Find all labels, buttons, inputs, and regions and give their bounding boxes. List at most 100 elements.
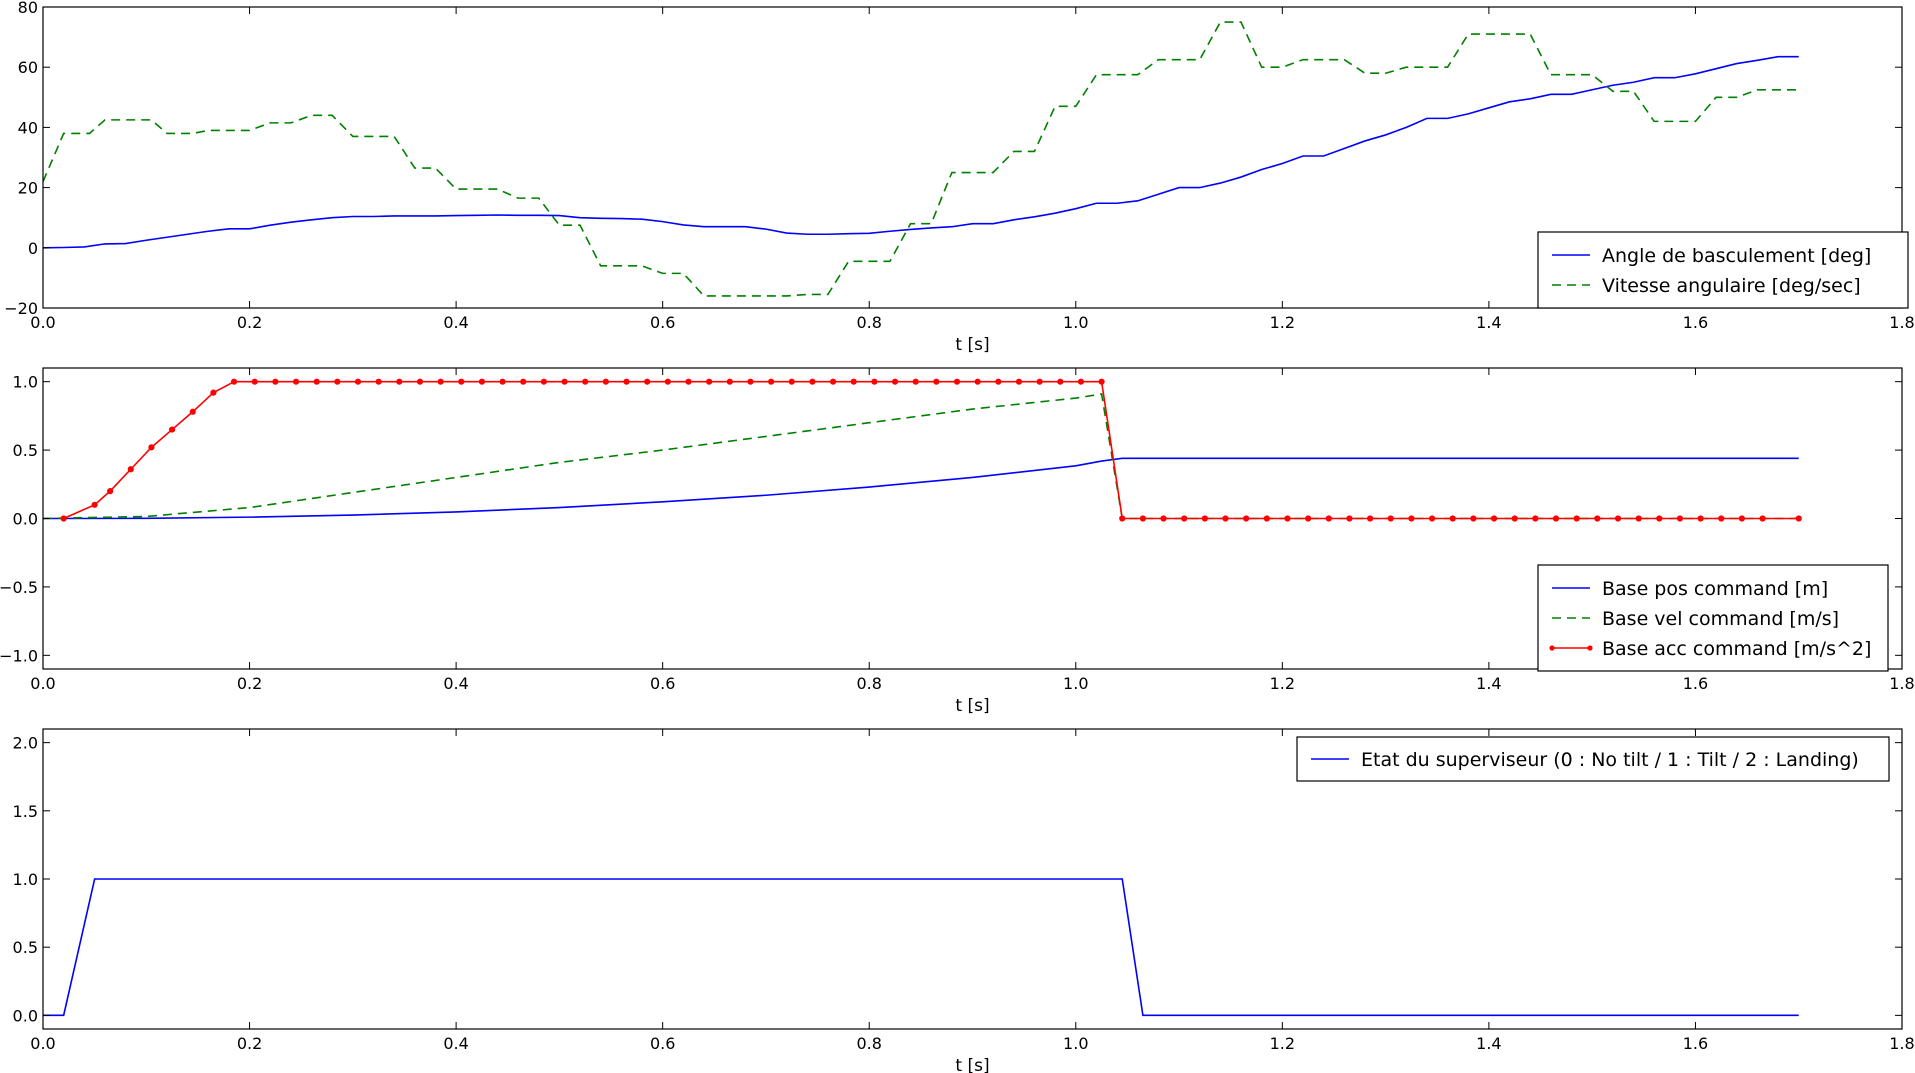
data-point — [1325, 515, 1332, 522]
x-tick-label: 1.0 — [1063, 1034, 1088, 1053]
x-tick-label: 0.6 — [650, 1034, 675, 1053]
y-tick-label: 80 — [18, 0, 38, 17]
x-tick-label: 1.0 — [1063, 674, 1088, 693]
legend-label: Vitesse angulaire [deg/sec] — [1602, 275, 1861, 297]
data-point — [829, 378, 837, 385]
data-point — [540, 378, 548, 385]
y-tick-label: 0.5 — [13, 938, 38, 957]
data-point — [1676, 515, 1684, 522]
data-point — [251, 378, 258, 385]
data-point — [1408, 515, 1415, 522]
x-tick-label: 0.0 — [30, 313, 55, 332]
y-tick-label: 1.0 — [13, 373, 38, 392]
y-tick-label: 40 — [18, 118, 38, 137]
data-point — [644, 378, 651, 385]
x-tick-label: 0.4 — [443, 313, 468, 332]
x-tick-label: 0.8 — [856, 674, 881, 693]
series-line-2 — [43, 21, 1799, 297]
data-point — [1532, 515, 1539, 522]
data-point — [664, 378, 671, 385]
data-point — [1243, 515, 1250, 522]
data-point — [685, 378, 692, 385]
data-point — [292, 378, 300, 385]
data-point — [127, 466, 134, 473]
data-point — [1387, 515, 1394, 522]
data-point — [1759, 515, 1766, 522]
x-tick-label: 1.0 — [1063, 313, 1088, 332]
data-point — [1098, 378, 1105, 385]
x-tick-label: 1.2 — [1270, 313, 1295, 332]
data-point — [1305, 515, 1312, 522]
data-point — [1614, 515, 1622, 522]
data-point — [1119, 515, 1126, 522]
y-tick-label: 2.0 — [13, 734, 38, 753]
legend: Etat du superviseur (0 : No tilt / 1 : T… — [1296, 736, 1890, 782]
data-point — [478, 378, 486, 385]
data-point — [334, 378, 341, 385]
data-point — [1552, 515, 1560, 522]
x-tick-label: 0.8 — [856, 1034, 881, 1053]
y-tick-label: 0.5 — [13, 441, 38, 460]
legend-marker — [1549, 645, 1555, 651]
data-point — [1490, 515, 1498, 522]
data-point — [974, 378, 981, 385]
data-point — [1160, 515, 1167, 522]
data-point — [91, 501, 98, 508]
x-tick-label: 1.8 — [1889, 313, 1914, 332]
data-point — [272, 378, 279, 385]
y-tick-label: −0.5 — [0, 578, 38, 597]
data-point — [1573, 515, 1580, 522]
y-tick-label: −20 — [4, 299, 38, 318]
x-tick-label: 0.6 — [650, 674, 675, 693]
data-point — [995, 378, 1002, 385]
data-point — [169, 426, 176, 433]
data-point — [1594, 515, 1601, 522]
x-tick-label: 1.6 — [1683, 674, 1708, 693]
legend-label: Base acc command [m/s^2] — [1602, 638, 1871, 660]
subplot-2: 0.0 0.2 0.4 0.6 0.8 1.0 1.2 1.4 1.6 1.8 −1.0 −0.5 0.… — [0, 367, 1915, 716]
data-point — [1284, 515, 1291, 522]
series-line-3 — [63, 380, 1799, 520]
data-point — [1470, 515, 1477, 522]
data-point — [499, 378, 506, 385]
x-tick-label: 1.8 — [1889, 674, 1914, 693]
data-point — [189, 408, 196, 415]
data-point — [953, 378, 961, 385]
axes-frame — [42, 6, 1903, 309]
data-point — [561, 378, 568, 385]
data-point — [1181, 515, 1188, 522]
data-point — [1511, 515, 1518, 522]
data-point — [1738, 515, 1746, 522]
y-tick-label: 20 — [18, 179, 38, 198]
legend-label: Etat du superviseur (0 : No tilt / 1 : T… — [1361, 749, 1859, 771]
y-tick-label: 60 — [18, 58, 38, 77]
legend-box — [1537, 564, 1889, 672]
data-point — [706, 378, 713, 385]
data-point — [1656, 515, 1663, 522]
data-point — [1346, 515, 1353, 522]
y-tick-label: 0.0 — [13, 510, 38, 529]
data-point — [437, 378, 444, 385]
data-point — [1635, 515, 1642, 522]
legend-label: Angle de basculement [deg] — [1602, 245, 1871, 267]
data-point — [871, 378, 878, 385]
data-point — [1263, 515, 1270, 522]
subplot-3: 0.0 0.2 0.4 0.6 0.8 1.0 1.2 1.4 1.6 1.8 0.0 0.5 1.0 1… — [13, 728, 1915, 1073]
y-tick-label: −1.0 — [0, 646, 38, 665]
data-point — [416, 378, 424, 385]
legend: Base pos command [m] Base vel command [m/… — [1537, 564, 1889, 672]
x-axis-label: t [s] — [955, 335, 989, 355]
x-tick-label: 0.0 — [30, 674, 55, 693]
x-tick-label: 0.8 — [856, 313, 881, 332]
data-point — [850, 378, 857, 385]
data-point — [313, 378, 320, 385]
legend-marker — [1587, 645, 1593, 651]
data-point — [1795, 515, 1802, 522]
x-tick-label: 0.2 — [237, 1034, 262, 1053]
x-tick-label: 1.6 — [1683, 1034, 1708, 1053]
data-point — [912, 378, 919, 385]
x-tick-label: 0.6 — [650, 313, 675, 332]
data-point — [210, 389, 217, 396]
subplot-1: 0.0 0.2 0.4 0.6 0.8 1.0 1.2 1.4 1.6 1.8 −20 0 20 40 60… — [4, 0, 1914, 355]
x-tick-label: 0.4 — [443, 674, 468, 693]
